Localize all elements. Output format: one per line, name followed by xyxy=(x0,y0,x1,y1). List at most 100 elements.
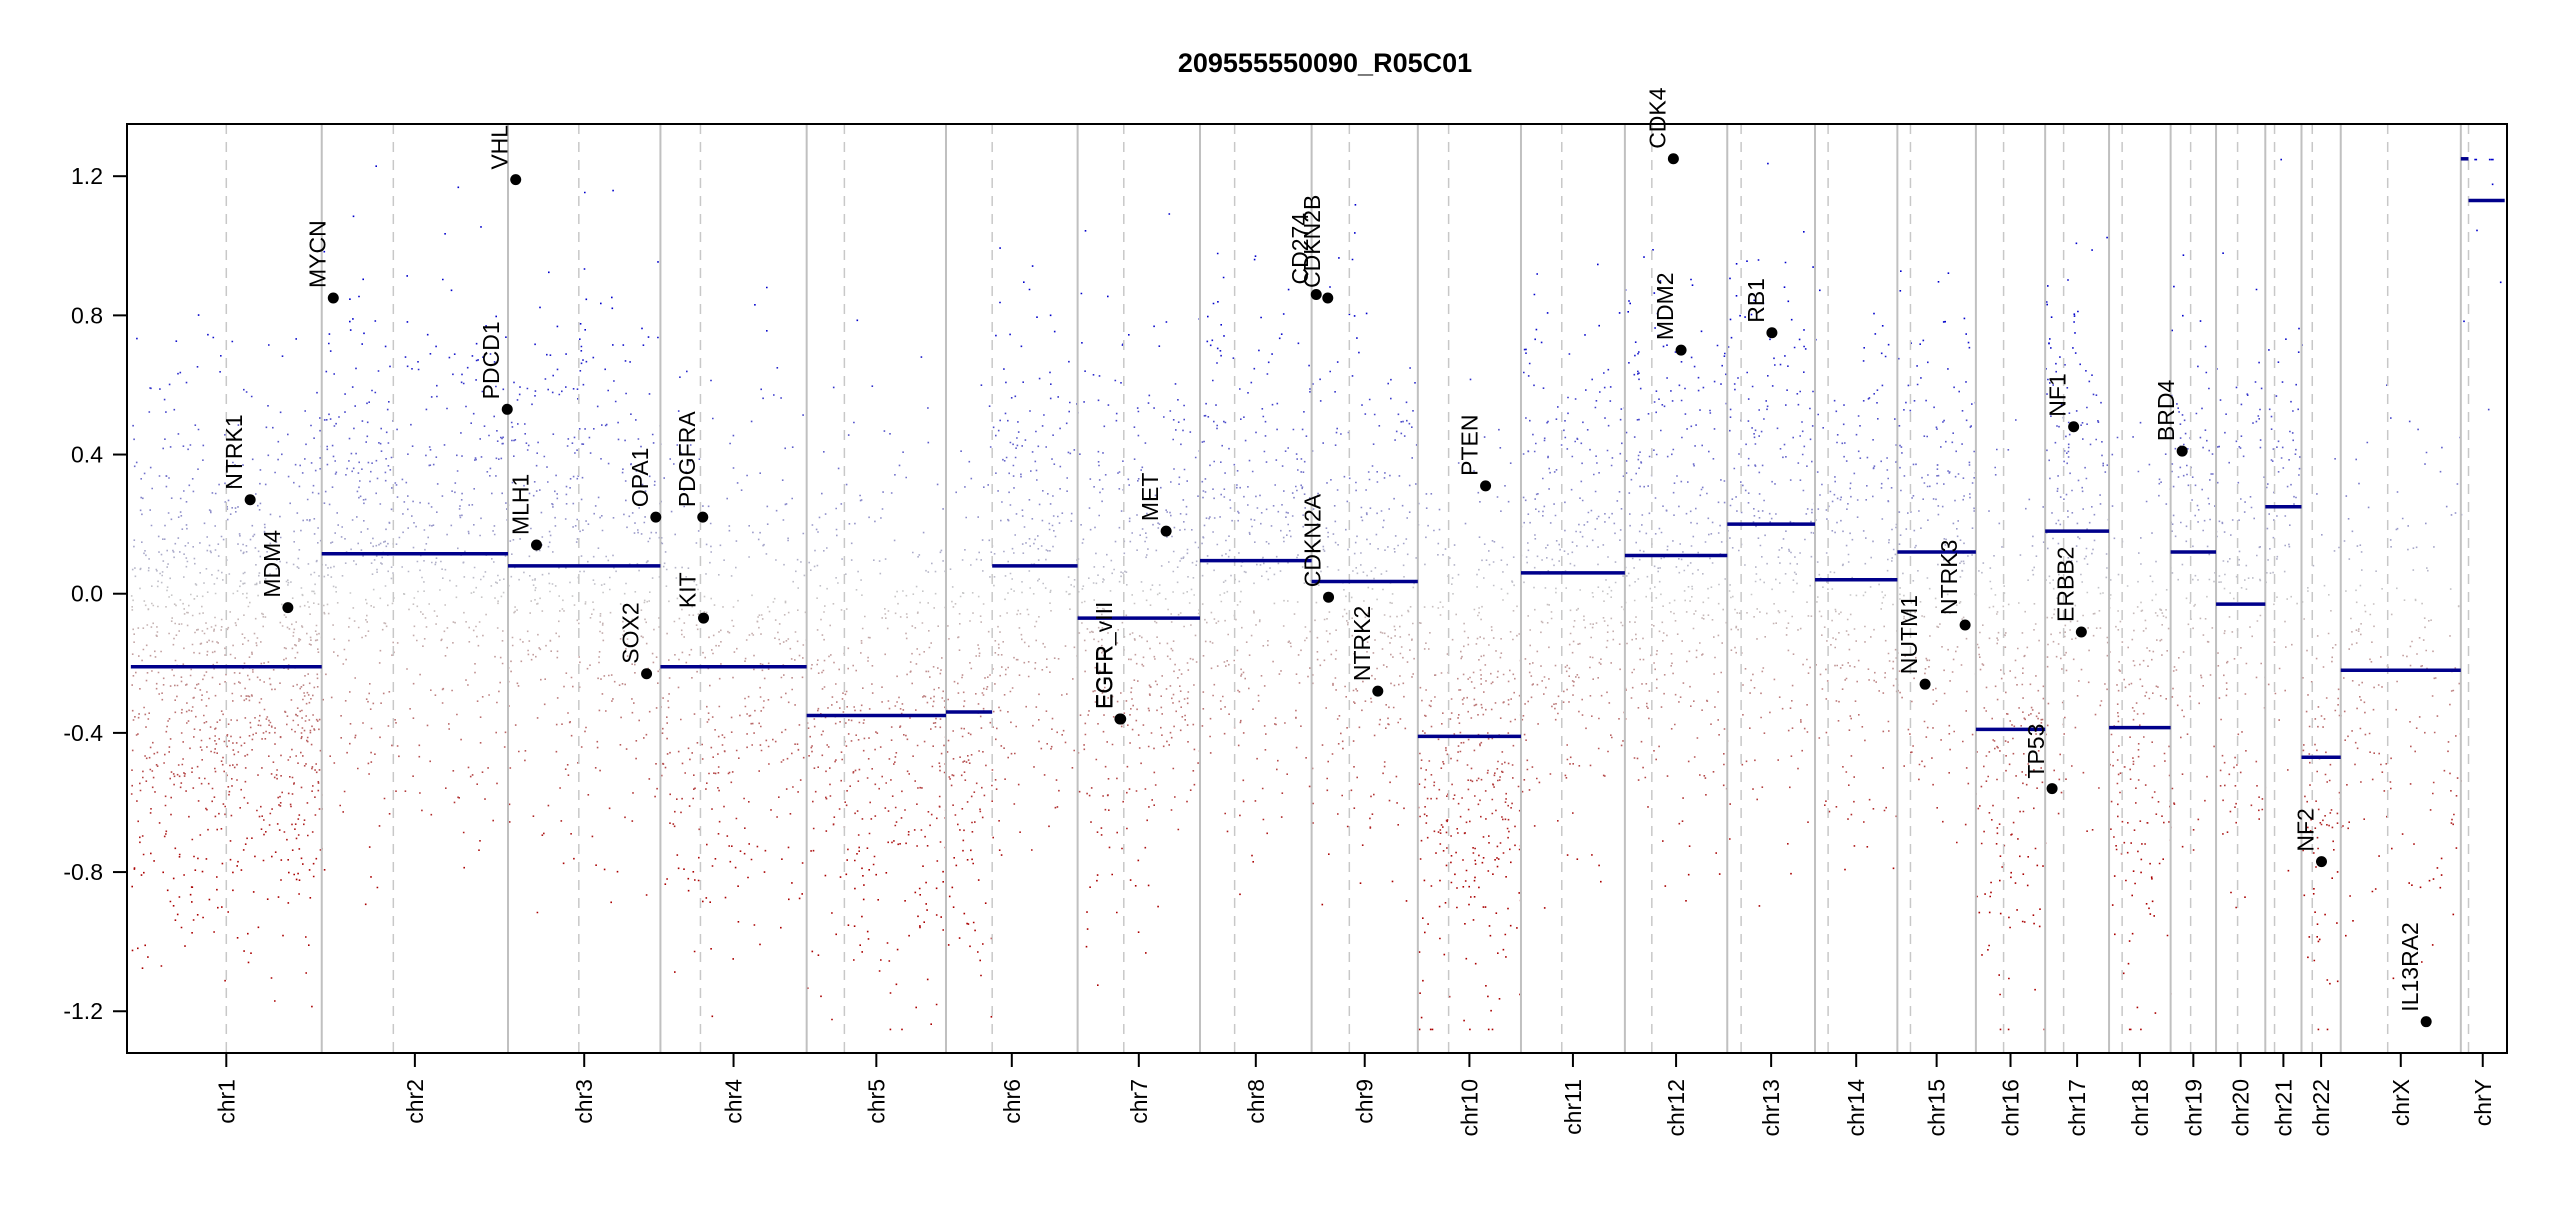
probe-point-group-360 xyxy=(335,421,2254,425)
probe-point-group-46 xyxy=(319,428,2207,432)
probe-point-group-65 xyxy=(194,423,2182,426)
probe-point-group-263 xyxy=(173,637,2163,641)
probe-point-group-257 xyxy=(131,608,2266,612)
probe-point-group-284 xyxy=(207,333,1968,336)
probe-point-group-189 xyxy=(185,381,2051,385)
probe-point-group-142 xyxy=(193,728,1910,731)
probe-point-group-34 xyxy=(164,753,2311,756)
gene-marker-opa1 xyxy=(650,511,662,523)
probe-point-group-421 xyxy=(995,334,1659,337)
gene-marker-ntrk1 xyxy=(244,494,256,506)
probe-point-group-261 xyxy=(253,533,2323,537)
probe-point-group-74 xyxy=(268,343,2303,347)
gene-label-pdcd1: PDCD1 xyxy=(478,321,504,399)
probe-point-group-370 xyxy=(361,419,2099,422)
probe-point-group-219 xyxy=(181,708,2398,712)
probe-point-group-292 xyxy=(173,408,2490,411)
probe-point-group-192 xyxy=(140,495,2297,499)
probe-point-group-221 xyxy=(145,779,2462,783)
gene-marker-mycn xyxy=(327,292,339,304)
y-tick-label: -0.8 xyxy=(63,859,103,885)
x-tick-label-chr3: chr3 xyxy=(571,1079,597,1124)
probe-point-group-401 xyxy=(543,703,2451,706)
chart-title: 209555550090_R05C01 xyxy=(1178,48,1472,78)
probe-point-group-126 xyxy=(201,693,2309,697)
probe-point-group-375 xyxy=(477,357,1900,361)
probe-point-group-25 xyxy=(226,744,2412,748)
probe-point-group-344 xyxy=(436,384,2388,387)
probe-point-group-148 xyxy=(133,545,2435,549)
gene-marker-nf2 xyxy=(2315,856,2327,868)
probe-point-group-64 xyxy=(239,806,2236,809)
x-tick-label-chr13: chr13 xyxy=(1758,1079,1784,1137)
probe-point-group-282 xyxy=(240,787,1754,791)
probe-point-group-73 xyxy=(143,472,2214,475)
probe-point-group-68 xyxy=(132,627,2360,631)
gene-marker-erbb2 xyxy=(2075,626,2087,638)
gene-marker-pdcd1 xyxy=(501,403,513,415)
probe-point-group-391 xyxy=(552,374,1769,377)
probe-point-group-296 xyxy=(304,409,2294,413)
probe-point-group-400 xyxy=(510,659,2373,663)
x-tick-label-chr6: chr6 xyxy=(999,1079,1025,1124)
probe-point-group-41 xyxy=(130,792,2434,795)
gene-label-nutm1: NUTM1 xyxy=(1896,595,1922,674)
probe-point-group-259 xyxy=(219,370,2208,374)
probe-point-group-45 xyxy=(161,573,2226,577)
probe-point-group-26 xyxy=(157,534,2218,538)
probe-point-group-85 xyxy=(148,410,2180,414)
probe-point-group-271 xyxy=(281,355,2061,358)
probe-point-group-236 xyxy=(132,424,2060,428)
probe-point-group-250 xyxy=(151,669,2453,673)
probe-point-group-40 xyxy=(161,698,2362,702)
probe-point-group-162 xyxy=(131,768,2289,772)
gene-label-egfr: EGFR xyxy=(1092,645,1118,709)
gene-marker-ntrk3 xyxy=(1959,619,1971,631)
probe-point-group-77 xyxy=(246,836,2319,840)
probe-point-group-141 xyxy=(158,474,2185,478)
gene-marker-mlh1 xyxy=(530,539,542,551)
probe-point-group-92 xyxy=(182,663,2141,666)
gene-marker-nutm1 xyxy=(1919,678,1931,690)
probe-point-group-88 xyxy=(145,679,2398,683)
probe-point-group-31 xyxy=(141,512,2270,516)
probe-point-group-38 xyxy=(186,721,2043,724)
probe-point-group-120 xyxy=(214,726,2418,730)
probe-point-group-210 xyxy=(178,629,2360,633)
probe-point-group-28 xyxy=(203,714,2439,718)
probe-point-group-429 xyxy=(1654,327,1656,329)
probe-point-group-169 xyxy=(143,705,2320,709)
probe-point-group-167 xyxy=(137,820,2142,823)
x-tick-label-chr10: chr10 xyxy=(1456,1079,1482,1137)
probe-point-group-231 xyxy=(226,505,2448,509)
x-tick-label-chr14: chr14 xyxy=(1843,1079,1869,1137)
probe-point-group-143 xyxy=(176,664,2423,667)
probe-point-group-199 xyxy=(214,814,2326,818)
probe-point-group-403 xyxy=(539,488,2203,491)
probe-point-group-357 xyxy=(385,430,2291,434)
probe-point-group-253 xyxy=(171,668,2342,672)
probe-point-group-312 xyxy=(206,691,2148,694)
probe-point-group-82 xyxy=(173,555,2279,559)
probe-point-group-175 xyxy=(148,711,2366,714)
probe-point-group-299 xyxy=(255,492,2318,496)
probe-point-group-32 xyxy=(155,633,2362,637)
probe-point-group-191 xyxy=(228,793,1707,797)
probe-point-group-168 xyxy=(130,594,2066,598)
probe-point-group-183 xyxy=(155,682,2461,686)
gene-label-cdk4: CDK4 xyxy=(1644,87,1670,149)
probe-point-group-182 xyxy=(216,661,2228,665)
probe-point-group-329 xyxy=(291,793,294,795)
probe-point-group-337 xyxy=(338,414,2273,418)
x-tick-label-chr21: chr21 xyxy=(2270,1079,2296,1137)
probe-point-group-196 xyxy=(153,858,1496,862)
x-tick-label-chr2: chr2 xyxy=(402,1079,428,1124)
probe-point-group-43 xyxy=(162,537,2116,541)
probe-point-group-319 xyxy=(174,846,2458,850)
gene-label-mdm2: MDM2 xyxy=(1652,272,1678,340)
probe-point-group-333 xyxy=(355,367,2218,371)
x-axis: chr1 chr2 chr3 chr4 chr5 chr6 chr7 chr8 chr9 chr1… xyxy=(213,1052,2496,1137)
probe-point-group-316 xyxy=(142,648,2427,652)
probe-point-group-294 xyxy=(274,470,2442,474)
